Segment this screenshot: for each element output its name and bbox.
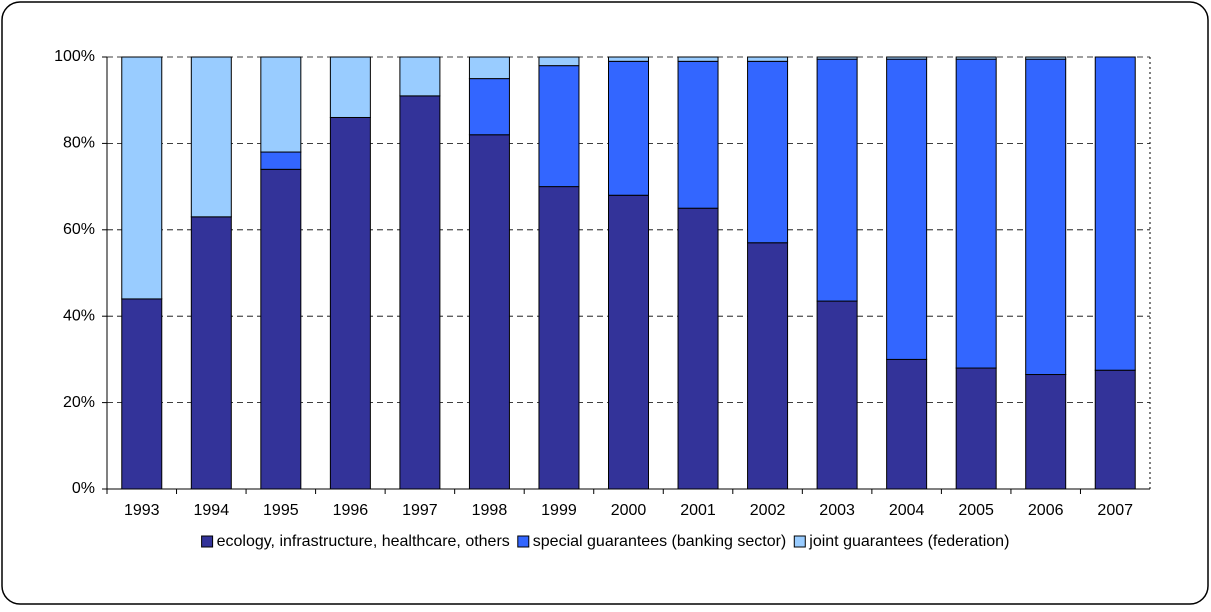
bar-segment <box>677 56 719 62</box>
legend: ecology, infrastructure, healthcare, oth… <box>201 533 1009 550</box>
legend-swatch <box>517 535 530 548</box>
bar-segment <box>399 95 441 490</box>
bar-segment <box>955 58 997 369</box>
bar-segment <box>190 216 232 490</box>
plot-area: 0% 20% 40% 60% 80% 100% 1993 1994 1995 1996 1997 19… <box>54 48 1151 519</box>
y-tick-label: 40% <box>63 307 95 324</box>
bar-segment <box>886 58 928 360</box>
bar-segment <box>747 242 789 490</box>
x-tick-label: 2005 <box>958 502 994 519</box>
bar-segment <box>608 56 649 62</box>
y-tick-label: 0% <box>72 480 95 497</box>
bar-segment <box>468 134 510 490</box>
y-tick-label: 100% <box>54 48 95 65</box>
bar-segment <box>886 56 928 60</box>
bar-segment <box>190 56 232 218</box>
bar-segment <box>886 358 928 490</box>
x-tick-label: 2003 <box>819 502 855 519</box>
x-tick-label: 1996 <box>333 502 369 519</box>
legend-swatch <box>793 535 806 548</box>
bar-segment <box>1025 56 1067 60</box>
bar-segment <box>329 116 371 490</box>
x-tick-label: 2002 <box>750 502 786 519</box>
bar-segment <box>121 298 163 490</box>
bar-segment <box>329 56 371 118</box>
bar-segment <box>260 151 302 170</box>
bar-segment <box>399 56 441 97</box>
bar-segment <box>468 78 510 136</box>
bar-segment <box>1094 56 1136 371</box>
bar-segment <box>608 194 649 490</box>
x-tick-label: 2006 <box>1028 502 1064 519</box>
x-tick-label: 2007 <box>1097 502 1133 519</box>
x-tick-label: 1994 <box>194 502 230 519</box>
bar-segment <box>538 65 580 188</box>
bar-segment <box>816 56 858 60</box>
y-tick-label: 20% <box>63 394 95 411</box>
bar-segment <box>260 56 302 153</box>
bar-segment <box>538 186 580 490</box>
legend-label: joint guarantees (federation) <box>808 533 1009 550</box>
bar-segment <box>747 60 789 244</box>
x-tick-label: 1995 <box>263 502 299 519</box>
bar-segment <box>468 56 510 80</box>
x-tick-label: 1997 <box>402 502 438 519</box>
bar-segment <box>816 58 858 302</box>
y-tick-label: 60% <box>63 221 95 238</box>
x-tick-label: 2001 <box>680 502 716 519</box>
bar-segment <box>955 56 997 60</box>
bar-segment <box>747 56 789 62</box>
x-tick-label: 2004 <box>889 502 925 519</box>
bar-segment <box>121 56 163 300</box>
bar-segment <box>1094 369 1136 490</box>
bar-segment <box>1025 58 1067 376</box>
x-tick-label: 2000 <box>611 502 647 519</box>
legend-label: special guarantees (banking sector) <box>533 533 786 550</box>
bar-segment <box>608 60 649 196</box>
x-tick-label: 1999 <box>541 502 577 519</box>
bar-segment <box>1025 374 1067 490</box>
bar-segment <box>677 207 719 490</box>
bar-segment <box>260 168 302 490</box>
legend-label: ecology, infrastructure, healthcare, oth… <box>217 533 510 550</box>
bar-segment <box>677 60 719 209</box>
x-tick-label: 1998 <box>472 502 508 519</box>
x-tick-label: 1993 <box>124 502 160 519</box>
bar-segment <box>816 300 858 490</box>
bar-segment <box>955 367 997 490</box>
bar-segment <box>538 56 580 67</box>
y-tick-label: 80% <box>63 135 95 152</box>
legend-swatch <box>201 535 214 548</box>
